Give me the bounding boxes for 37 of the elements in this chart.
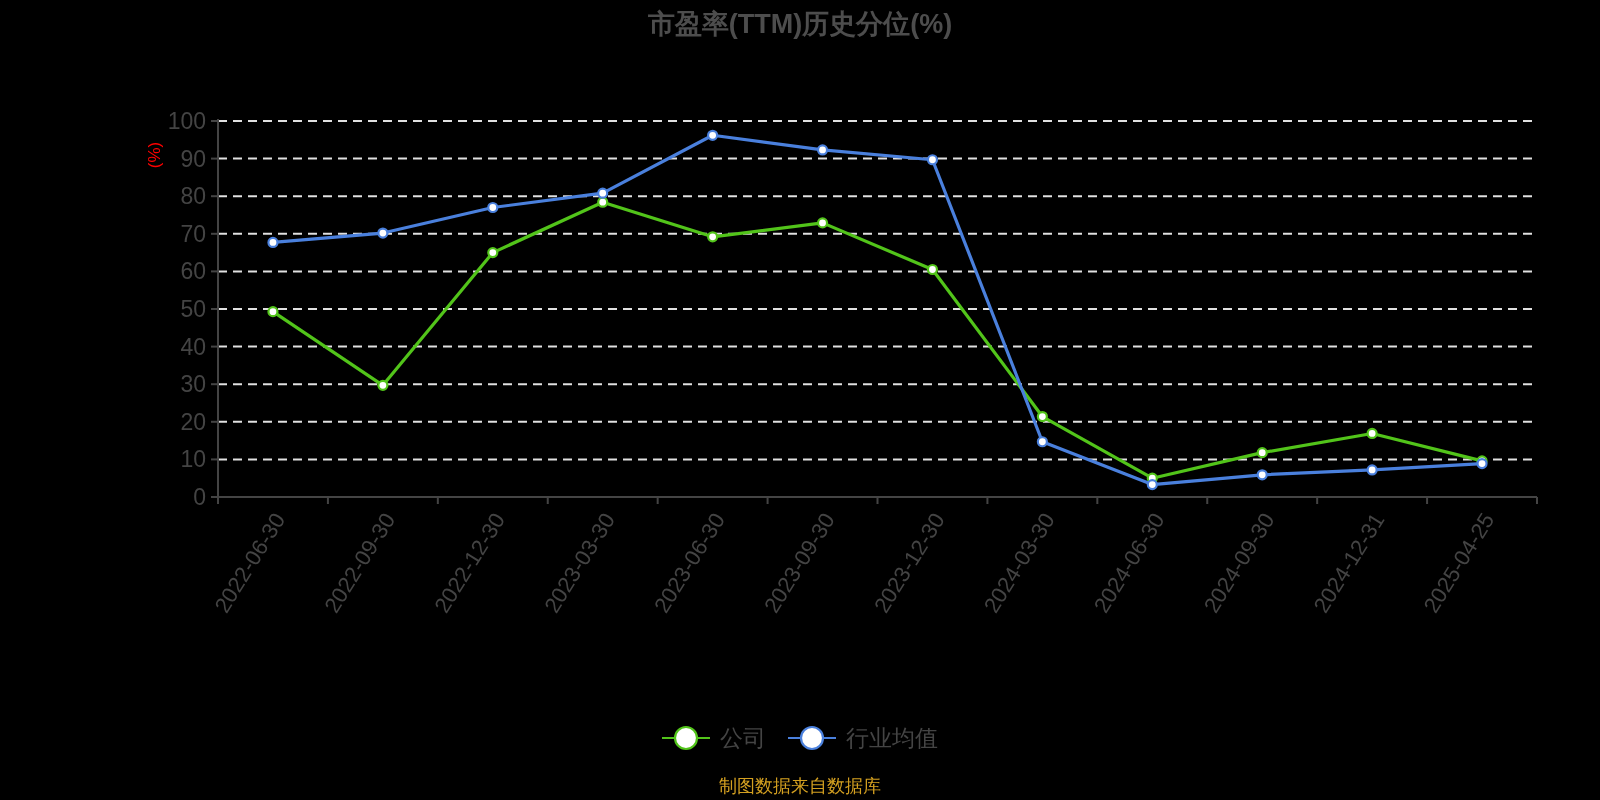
point [1366,427,1378,440]
point [816,217,829,229]
point [926,154,939,166]
point [1256,447,1268,459]
point [597,196,609,208]
point [267,236,279,249]
ytick: 0 [193,484,206,510]
ytick: 30 [180,371,206,398]
point [267,306,279,318]
legend-label: 公司 [720,725,766,751]
legend-label: 行业均值 [846,725,938,751]
point [487,201,499,214]
point [707,129,719,141]
ytick: 10 [180,446,206,473]
point [1366,464,1378,476]
point [816,144,829,156]
ytick: 50 [180,296,206,322]
point [1036,436,1048,448]
annotation: 制图数据来自数据库 [719,776,881,796]
point [377,227,389,239]
point [377,379,389,391]
point [926,263,939,276]
point [1036,410,1048,423]
ytick: 90 [180,145,206,172]
point [597,187,609,199]
ytick: 20 [180,408,206,435]
ytick: 100 [167,108,206,134]
ylabel: (%) [145,141,164,169]
ytick: 80 [180,183,206,210]
ytick: 70 [180,220,206,247]
ytick: 60 [180,258,206,285]
point [487,247,499,259]
ytick: 40 [180,333,206,360]
point [707,231,719,243]
title: 市盈率(TTM)历史分位(%) [647,9,953,39]
point [1256,469,1268,481]
point [1146,478,1158,491]
